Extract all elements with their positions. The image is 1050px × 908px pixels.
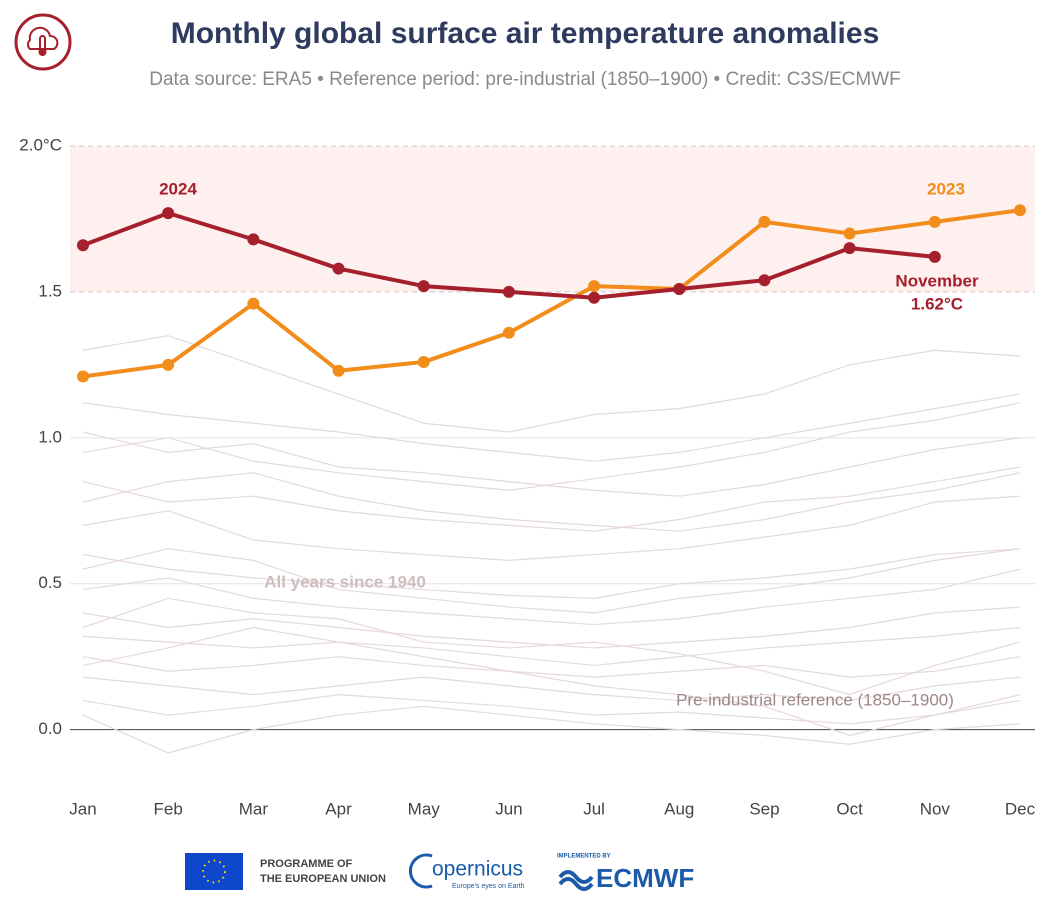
series-point — [417, 280, 430, 293]
copernicus-c — [409, 853, 433, 889]
series-point — [673, 282, 686, 295]
series-point — [588, 291, 601, 304]
x-tick-label: May — [408, 799, 441, 818]
threshold-band — [70, 146, 1035, 292]
series-point — [843, 242, 856, 255]
eu-text: THE EUROPEAN UNION — [260, 873, 386, 885]
series-point — [843, 227, 856, 240]
series-point — [162, 207, 175, 220]
series-line — [82, 208, 1021, 379]
background-line — [82, 626, 1021, 667]
ecmwf-text: ECMWF — [596, 863, 694, 893]
chart-title: Monthly global surface air temperature a… — [171, 17, 880, 50]
series-point — [332, 262, 345, 275]
background-line — [82, 656, 1021, 678]
background-line — [82, 431, 1021, 497]
background-line — [82, 694, 1021, 725]
background-line — [82, 402, 1021, 491]
series-point — [247, 297, 260, 310]
y-tick-label: 0.0 — [38, 719, 62, 738]
annotation: Pre-industrial reference (1850–1900) — [676, 690, 954, 709]
x-tick-label: Jun — [495, 799, 522, 818]
y-tick-label: 0.5 — [38, 573, 62, 592]
y-tick-label: 1.0 — [38, 427, 62, 446]
series-point — [928, 215, 941, 228]
x-tick-label: Nov — [920, 799, 951, 818]
series-point — [247, 233, 260, 246]
series-point — [588, 280, 601, 293]
series-point — [77, 239, 89, 252]
background-line — [82, 393, 1021, 462]
series-point — [502, 326, 515, 339]
series-point — [332, 364, 345, 377]
background-line — [82, 548, 1021, 599]
footer: PROGRAMME OF THE EUROPEAN UNION opernicu… — [185, 853, 694, 893]
annotation: 1.62°C — [911, 294, 963, 313]
background-line — [82, 495, 1021, 561]
eu-flag — [185, 853, 243, 890]
eu-stars — [202, 859, 226, 884]
annotation: All years since 1940 — [264, 572, 426, 591]
series-point — [928, 250, 941, 263]
implemented-by: IMPLEMENTED BY — [557, 854, 611, 860]
background-line — [82, 466, 1021, 532]
x-tick-label: Sep — [749, 799, 779, 818]
background-line — [82, 705, 1021, 754]
y-tick-label: 2.0°C — [19, 135, 62, 154]
series-label: 2024 — [159, 179, 197, 198]
series-point — [758, 274, 771, 287]
x-tick-label: Apr — [325, 799, 352, 818]
chart-subtitle: Data source: ERA5 • Reference period: pr… — [149, 69, 900, 90]
background-line — [82, 568, 1021, 626]
x-tick-label: Jul — [583, 799, 605, 818]
series-label: 2023 — [927, 179, 965, 198]
y-tick-label: 1.5 — [38, 281, 62, 300]
series-point — [502, 285, 515, 298]
series-point — [758, 215, 771, 228]
background-line — [82, 548, 1021, 614]
ecmwf-waves — [558, 870, 594, 891]
series-point — [162, 358, 175, 371]
annotation: November — [895, 271, 979, 290]
series-point — [77, 370, 89, 383]
copernicus-text: opernicus — [432, 858, 523, 881]
x-tick-label: Feb — [154, 799, 183, 818]
background-line — [82, 606, 1021, 649]
eu-text: PROGRAMME OF — [260, 858, 353, 870]
background-line — [82, 597, 1021, 696]
copernicus-tagline: Europe's eyes on Earth — [452, 883, 525, 890]
background-line — [82, 626, 1021, 737]
background-line — [82, 335, 1021, 433]
series-point — [417, 355, 430, 368]
x-tick-label: Aug — [664, 799, 694, 818]
background-line — [82, 676, 1021, 702]
background-line — [82, 472, 1021, 532]
x-tick-label: Dec — [1005, 799, 1036, 818]
x-tick-label: Mar — [239, 799, 269, 818]
x-tick-label: Oct — [836, 799, 863, 818]
series-point — [1014, 204, 1026, 217]
logo — [14, 13, 72, 71]
x-tick-label: Jan — [69, 799, 96, 818]
